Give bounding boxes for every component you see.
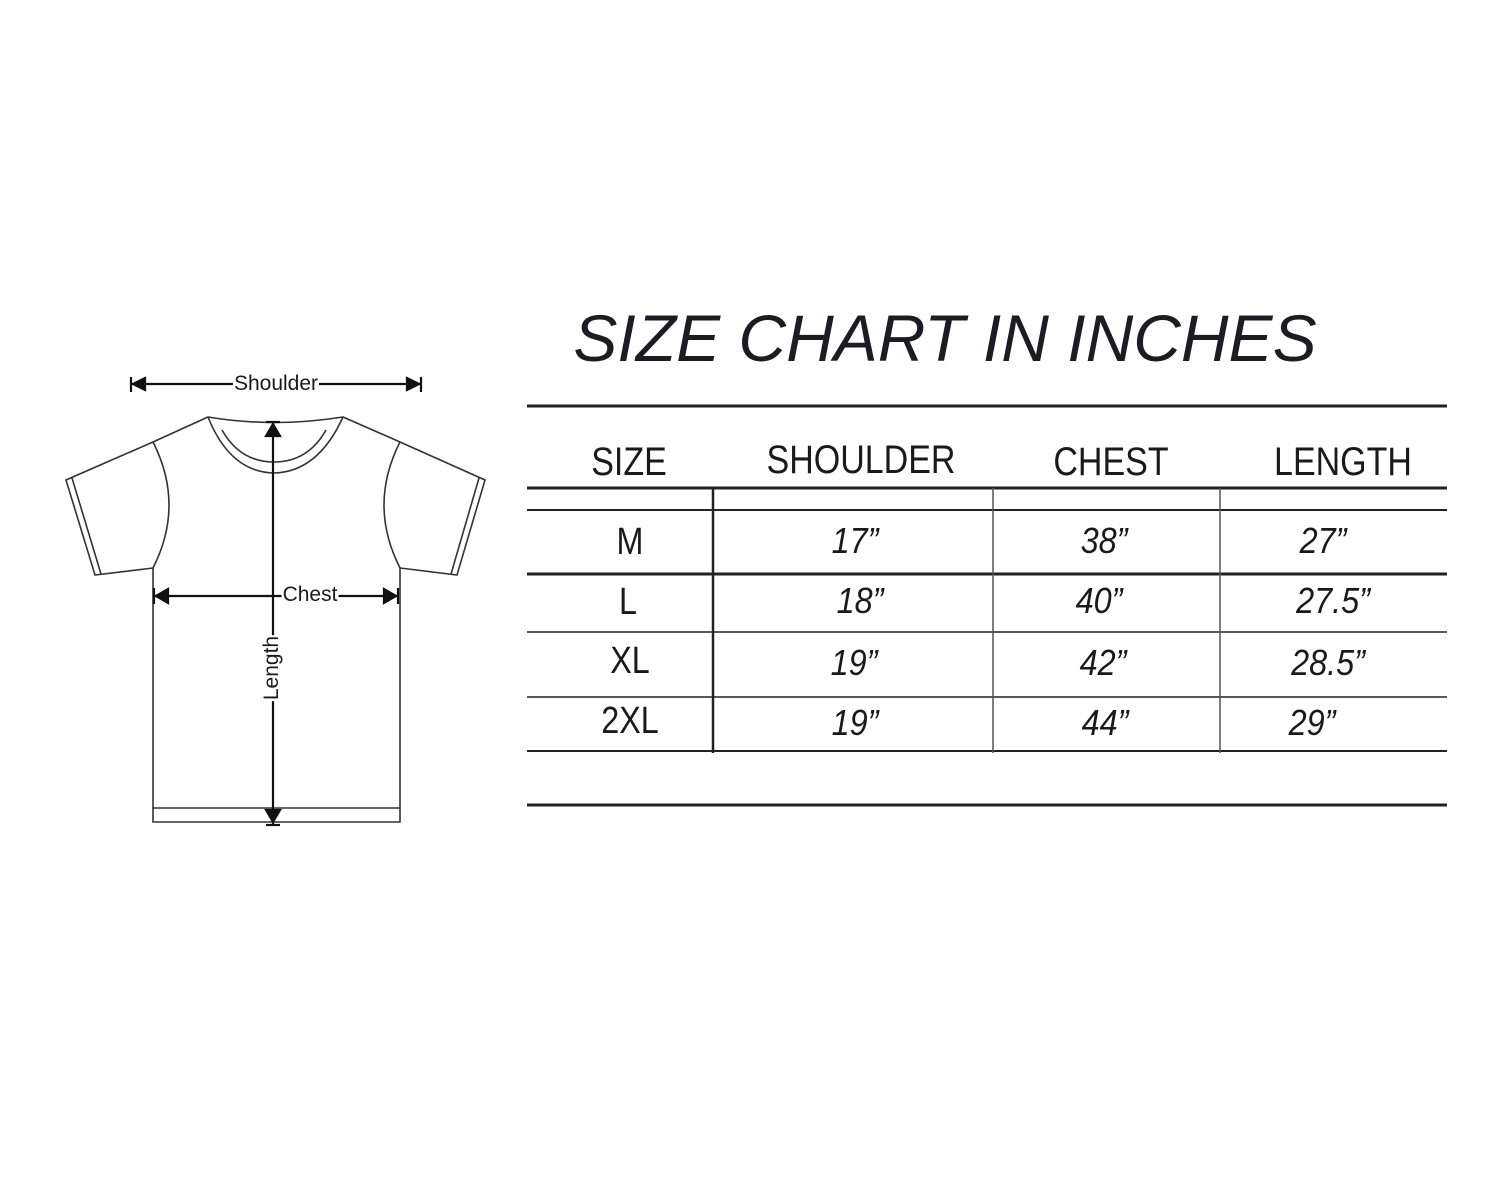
row-2xl-chest: 44” <box>1081 702 1129 743</box>
row-m-size: M <box>616 521 644 563</box>
chest-label: Chest <box>281 583 339 607</box>
header-shoulder: SHOULDER <box>766 438 956 482</box>
row-2xl-length: 29” <box>1288 702 1336 743</box>
left-sleeve-hem <box>71 477 102 575</box>
left-armhole <box>152 441 170 569</box>
right-sleeve-hem <box>450 477 480 575</box>
row-m-shoulder: 17” <box>831 520 879 561</box>
header-length: LENGTH <box>1274 440 1412 484</box>
row-l-chest: 40” <box>1075 580 1123 621</box>
row-m-length: 27” <box>1299 520 1347 561</box>
row-m-chest: 38” <box>1080 520 1128 561</box>
right-armhole <box>383 441 401 569</box>
header-chest: CHEST <box>1053 440 1169 484</box>
row-l-length: 27.5” <box>1296 580 1370 621</box>
row-xl-shoulder: 19” <box>830 642 878 683</box>
chart-title: SIZE CHART IN INCHES <box>573 301 1317 375</box>
header-size: SIZE <box>591 440 667 484</box>
size-table-grid <box>527 404 1447 807</box>
tshirt-outline <box>65 416 486 823</box>
shoulder-label: Shoulder <box>232 372 320 396</box>
row-2xl-size: 2XL <box>601 700 659 742</box>
row-2xl-shoulder: 19” <box>831 702 879 743</box>
row-xl-length: 28.5” <box>1291 642 1365 683</box>
length-label: Length <box>260 634 284 702</box>
row-l-shoulder: 18” <box>836 580 884 621</box>
row-l-size: L <box>619 581 637 623</box>
collar-outer <box>207 416 344 474</box>
row-xl-chest: 42” <box>1079 642 1127 683</box>
row-xl-size: XL <box>610 640 650 682</box>
